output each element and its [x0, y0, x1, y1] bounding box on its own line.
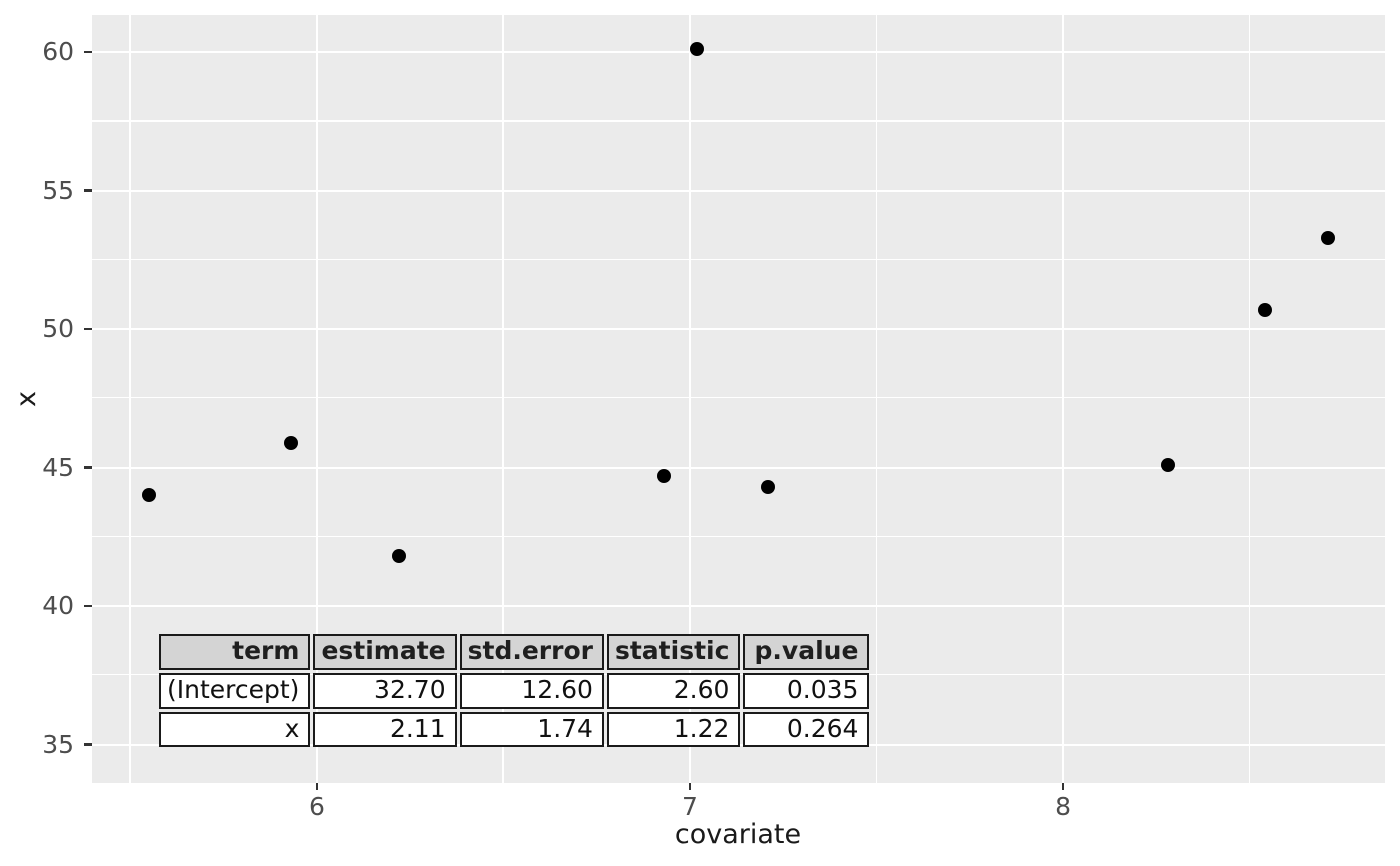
x-tick-mark [315, 783, 319, 790]
data-point [392, 549, 407, 564]
table-row: (Intercept) 32.70 12.60 2.60 0.035 [159, 672, 870, 709]
minor-gridline-x [129, 15, 131, 783]
major-gridline-x [688, 15, 692, 783]
minor-gridline-x [1248, 15, 1250, 783]
table-cell: 1.22 [606, 711, 741, 748]
table-header-cell: estimate [313, 634, 457, 670]
table-header-cell: statistic [606, 634, 741, 670]
x-tick-label: 8 [1055, 792, 1071, 821]
major-gridline-x [315, 15, 319, 783]
data-point [1160, 457, 1175, 472]
major-gridline-y [92, 189, 1385, 192]
y-tick-mark [84, 327, 92, 331]
major-gridline-y [92, 51, 1385, 54]
data-point [1320, 230, 1335, 245]
table-cell: 1.74 [459, 711, 604, 748]
data-point [690, 42, 705, 57]
y-tick-label: 50 [42, 314, 74, 344]
y-tick-mark [84, 189, 92, 192]
minor-gridline-y [92, 258, 1385, 261]
major-gridline-y [92, 466, 1385, 469]
table-cell: 32.70 [313, 672, 457, 709]
minor-gridline-y [92, 535, 1385, 537]
minor-gridline-y [92, 397, 1385, 399]
data-point [656, 468, 671, 483]
x-axis-title: covariate [674, 819, 802, 850]
y-tick-mark [84, 50, 92, 54]
table-cell: 2.60 [606, 672, 741, 709]
y-tick-label: 40 [42, 591, 74, 621]
table-cell: (Intercept) [159, 672, 311, 709]
x-tick-label: 7 [682, 792, 698, 821]
y-tick-mark [84, 743, 92, 746]
minor-gridline-x [875, 15, 877, 783]
y-tick-mark [84, 466, 92, 469]
table-cell: 12.60 [459, 672, 604, 709]
plot-panel: term estimate std.error statistic p.value (In… [92, 15, 1385, 783]
y-tick-label: 45 [42, 452, 74, 482]
major-gridline-y [92, 605, 1385, 608]
data-point [761, 479, 776, 494]
data-point [1257, 302, 1272, 317]
y-axis-title: x [10, 391, 42, 407]
table-header-row: term estimate std.error statistic p.value [159, 634, 870, 670]
table-cell: 0.035 [743, 672, 870, 709]
data-point [142, 488, 157, 503]
table-row: x 2.11 1.74 1.22 0.264 [159, 711, 870, 748]
table-header-cell: std.error [459, 634, 604, 670]
y-tick-label: 55 [42, 175, 74, 205]
data-point [283, 435, 298, 450]
table-cell: x [159, 711, 311, 748]
table-header-cell: term [159, 634, 311, 670]
y-tick-mark [84, 604, 92, 608]
y-tick-label: 60 [42, 37, 74, 67]
y-tick-label: 35 [42, 729, 74, 759]
x-tick-mark [688, 783, 692, 790]
table-header-cell: p.value [743, 634, 870, 670]
x-tick-mark [1061, 783, 1065, 790]
x-tick-label: 6 [308, 792, 325, 821]
table-cell: 2.11 [313, 711, 457, 748]
major-gridline-y [92, 328, 1385, 331]
table-cell: 0.264 [743, 711, 870, 748]
major-gridline-x [1062, 15, 1065, 783]
minor-gridline-x [502, 15, 504, 783]
regression-summary-table: term estimate std.error statistic p.value (In… [156, 631, 872, 750]
minor-gridline-y [92, 120, 1385, 122]
